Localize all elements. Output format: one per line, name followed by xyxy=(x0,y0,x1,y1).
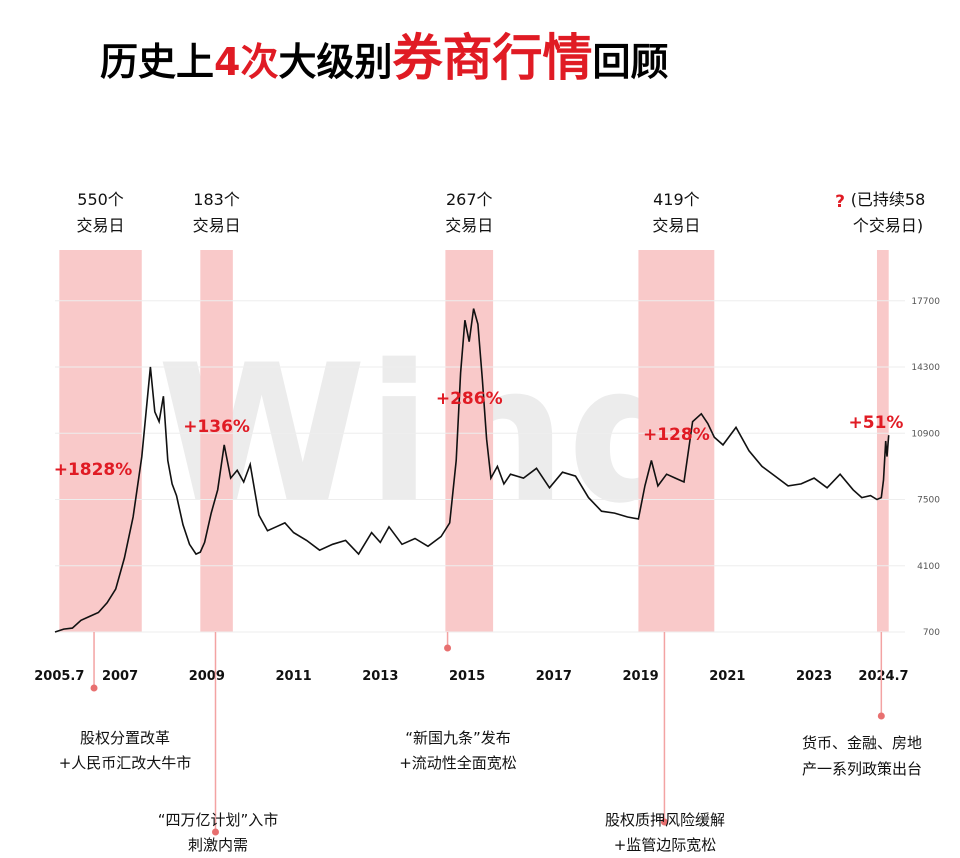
band-days-label: 个交易日) xyxy=(853,216,923,235)
catalyst-text: “新国九条”发布 xyxy=(405,729,511,747)
x-tick-label: 2011 xyxy=(275,669,311,684)
highlight-bands xyxy=(59,250,889,632)
y-tick-label: 700 xyxy=(923,628,940,638)
y-axis: 700 4100 7500 10900 14300 17700 xyxy=(55,297,940,638)
highlight-band xyxy=(876,250,889,632)
catalyst-dot xyxy=(90,684,98,692)
x-tick-label: 2015 xyxy=(449,669,485,684)
band-days-label: 267个 xyxy=(446,190,493,209)
x-tick-label: 2009 xyxy=(189,669,225,684)
band-days-label: 550个 xyxy=(77,190,124,209)
catalyst-text: 货币、金融、房地 xyxy=(802,734,922,752)
band-days-label: 交易日 xyxy=(652,216,700,235)
catalyst-text: 产一系列政策出台 xyxy=(802,760,922,778)
band-days-label: 交易日 xyxy=(77,216,125,235)
catalyst-dot xyxy=(211,828,219,836)
band-gain-label: +1828% xyxy=(54,460,133,480)
band-gain-label: +286% xyxy=(436,389,503,409)
x-tick-label: 2005.7 xyxy=(34,669,84,684)
x-axis: 2005.7 2007 2009 2011 2013 2015 2017 2019 2021 20… xyxy=(34,669,908,684)
catalyst-text: +人民币汇改大牛市 xyxy=(59,754,192,772)
band-gain-label: +136% xyxy=(183,417,250,437)
y-tick-label: 10900 xyxy=(911,429,940,439)
y-tick-label: 14300 xyxy=(911,363,940,373)
title-part-3: 大级别 xyxy=(278,40,392,84)
title-part-5: 回顾 xyxy=(592,40,668,84)
catalyst-dot xyxy=(877,712,885,720)
band-gain-label: +128% xyxy=(643,425,710,445)
band-days-label: 交易日 xyxy=(193,216,241,235)
x-tick-label: 2023 xyxy=(796,669,832,684)
title-part-1: 历史上 xyxy=(100,40,214,84)
catalyst-text: 刺激内需 xyxy=(188,836,248,854)
x-tick-label: 2024.7 xyxy=(858,669,908,684)
band-days-label: 183个 xyxy=(193,190,240,209)
catalyst-text: +流动性全面宽松 xyxy=(399,754,517,772)
x-tick-label: 2019 xyxy=(622,669,658,684)
catalyst-text: 股权分置改革 xyxy=(80,729,170,747)
catalyst-text: +监管边际宽松 xyxy=(614,836,717,854)
highlight-band xyxy=(59,250,142,632)
x-tick-label: 2017 xyxy=(536,669,572,684)
catalyst-dot xyxy=(444,644,452,652)
y-tick-label: 4100 xyxy=(917,562,940,572)
chart-title: 历史上4次大级别券商行情回顾 xyxy=(100,29,669,87)
watermark: Wind xyxy=(157,324,703,545)
x-tick-label: 2013 xyxy=(362,669,398,684)
x-tick-label: 2021 xyxy=(709,669,745,684)
highlight-band xyxy=(200,250,233,632)
title-part-4: 券商行情 xyxy=(392,29,592,87)
title-part-2: 4次 xyxy=(214,40,278,84)
catalyst-dot xyxy=(660,818,668,826)
band-days-label: 419个 xyxy=(653,190,700,209)
band-gain-label: +51% xyxy=(849,413,904,433)
x-tick-label: 2007 xyxy=(102,669,138,684)
catalyst-text: 股权质押风险缓解 xyxy=(605,811,725,829)
highlight-band xyxy=(445,250,494,632)
highlight-band xyxy=(638,250,715,632)
band-days-label: 交易日 xyxy=(445,216,493,235)
price-line xyxy=(54,308,890,633)
y-tick-label: 17700 xyxy=(911,297,940,307)
question-mark: ? xyxy=(835,192,845,212)
catalyst-text: “四万亿计划”入市 xyxy=(158,811,279,829)
y-tick-label: 7500 xyxy=(917,496,940,506)
band-days-label: (已持续58 xyxy=(851,190,926,209)
